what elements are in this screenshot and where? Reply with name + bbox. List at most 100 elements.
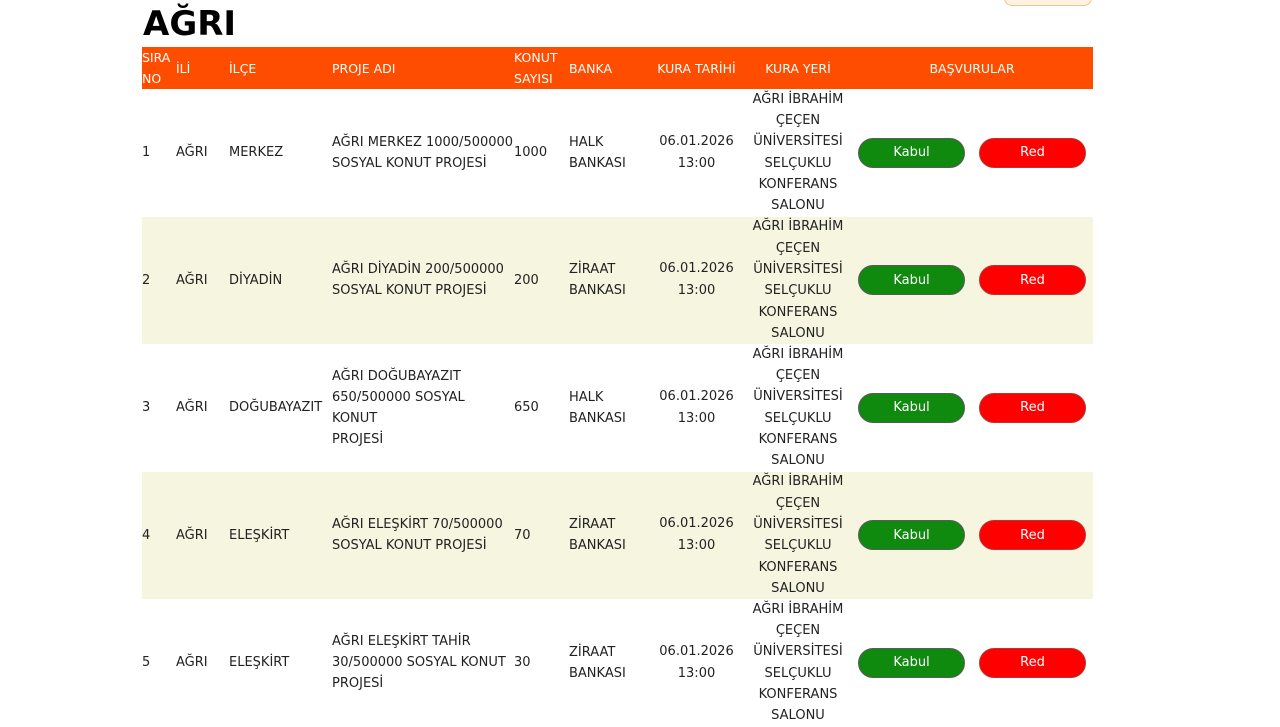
red-button[interactable]: Red [979, 137, 1086, 168]
cell-banka-line: BANKASI [569, 410, 626, 426]
cell-kura-tarihi-line: 13:00 [677, 665, 716, 681]
cell-kura-yeri-line: SELÇUKLU [764, 155, 832, 171]
cell-kura-yeri-line: KONFERANS [758, 687, 838, 703]
cell-banka-line: HALK [569, 134, 604, 150]
kabul-button[interactable]: Kabul [858, 265, 965, 296]
cell-kura-yeri-line: AĞRI İBRAHİM [752, 219, 844, 235]
cell-banka: ZİRAAT BANKASI [569, 514, 648, 556]
cell-kura-yeri-line: AĞRI İBRAHİM [752, 91, 844, 107]
cell-kura-yeri-line: ÇEÇEN [775, 623, 821, 639]
cell-proje-adi-line: AĞRI ELEŞKİRT TAHİR [332, 634, 471, 650]
cell-sira-no: 5 [142, 655, 151, 671]
cell-basvurular: Kabul Red [851, 137, 1093, 168]
cell-proje-adi: AĞRI ELEŞKİRT 70/500000 SOSYAL KONUT PROJ… [332, 514, 514, 556]
cell-banka: HALK BANKASI [569, 387, 648, 429]
red-button[interactable]: Red [979, 647, 1086, 678]
cell-kura-tarihi: 06.01.2026 13:00 [648, 641, 745, 685]
cell-ilce: DİYADİN [229, 272, 283, 288]
project-table: SIRA NO İLİ İLÇE PROJE ADI KONUT SAYISI … [142, 47, 1093, 727]
cell-banka-line: HALK [569, 389, 604, 405]
red-button[interactable]: Red [979, 265, 1086, 296]
cell-proje-adi-line: AĞRI ELEŞKİRT 70/500000 [332, 517, 503, 533]
cell-sira-no: 3 [142, 400, 151, 416]
cell-ili: AĞRI [176, 400, 208, 416]
cell-konut-sayisi: 70 [514, 527, 531, 543]
kabul-button[interactable]: Kabul [858, 137, 965, 168]
cell-kura-tarihi: 06.01.2026 13:00 [648, 131, 745, 175]
kabul-button[interactable]: Kabul [858, 392, 965, 423]
cell-sira-no: 2 [142, 272, 151, 288]
kabul-button[interactable]: Kabul [858, 647, 965, 678]
cell-ili: AĞRI [176, 272, 208, 288]
cell-banka-line: BANKASI [569, 155, 626, 171]
kabul-button[interactable]: Kabul [858, 520, 965, 551]
header-konut-sayisi: KONUT SAYISI [514, 47, 569, 89]
table-row: 1 AĞRI MERKEZ AĞRI MERKEZ 1000/500000 SOSYAL… [142, 89, 1093, 217]
top-action-button[interactable] [1004, 0, 1092, 6]
red-button[interactable]: Red [979, 392, 1086, 423]
header-kura-yeri: KURA YERİ [765, 60, 831, 76]
cell-kura-yeri-line: ÇEÇEN [775, 240, 821, 256]
header-kura-tarihi: KURA TARİHİ [657, 60, 736, 76]
cell-basvurular: Kabul Red [851, 647, 1093, 678]
cell-kura-yeri-line: ÜNİVERSİTESİ [753, 644, 843, 660]
table-body: 1 AĞRI MERKEZ AĞRI MERKEZ 1000/500000 SOSYAL… [142, 89, 1093, 727]
table-row: 5 AĞRI ELEŞKİRT AĞRI ELEŞKİRT TAHİR 30/50000… [142, 599, 1093, 727]
cell-proje-adi: AĞRI DOĞUBAYAZIT 650/500000 SOSYAL KONUT P… [332, 366, 514, 450]
cell-kura-yeri: AĞRI İBRAHİM ÇEÇEN ÜNİVERSİTESİ SELÇUKLU KON… [745, 471, 851, 599]
cell-basvurular: Kabul Red [851, 265, 1093, 296]
table-row: 2 AĞRI DİYADİN AĞRI DİYADİN 200/500000 SOSYA… [142, 216, 1093, 344]
cell-konut-sayisi: 650 [514, 400, 539, 416]
cell-kura-yeri-line: SELÇUKLU [764, 283, 832, 299]
table-header: SIRA NO İLİ İLÇE PROJE ADI KONUT SAYISI … [142, 47, 1093, 89]
cell-kura-yeri-line: AĞRI İBRAHİM [752, 601, 844, 617]
red-button[interactable]: Red [979, 520, 1086, 551]
cell-ilce: ELEŞKİRT [229, 527, 290, 543]
cell-banka-line: BANKASI [569, 283, 626, 299]
cell-kura-yeri-line: ÇEÇEN [775, 495, 821, 511]
cell-kura-yeri-line: SALONU [771, 198, 825, 214]
cell-kura-yeri-line: SELÇUKLU [764, 665, 832, 681]
cell-kura-yeri: AĞRI İBRAHİM ÇEÇEN ÜNİVERSİTESİ SELÇUKLU KON… [745, 89, 851, 217]
cell-ili: AĞRI [176, 527, 208, 543]
cell-proje-adi-line: AĞRI DOĞUBAYAZIT [332, 368, 461, 384]
header-proje-adi: PROJE ADI [332, 60, 396, 76]
cell-basvurular: Kabul Red [851, 520, 1093, 551]
cell-kura-tarihi-line: 06.01.2026 [659, 261, 734, 277]
cell-banka-line: ZİRAAT [569, 517, 616, 533]
cell-proje-adi: AĞRI DİYADİN 200/500000 SOSYAL KONUT PROJ… [332, 259, 514, 301]
cell-kura-yeri-line: ÇEÇEN [775, 368, 821, 384]
cell-kura-yeri-line: ÜNİVERSİTESİ [753, 134, 843, 150]
cell-kura-tarihi-line: 13:00 [677, 155, 716, 171]
cell-kura-yeri-line: SALONU [771, 325, 825, 341]
header-konut-line1: KONUT [514, 50, 558, 65]
cell-kura-yeri-line: SALONU [771, 453, 825, 469]
cell-kura-yeri-line: ÜNİVERSİTESİ [753, 389, 843, 405]
cell-kura-tarihi-line: 13:00 [677, 538, 716, 554]
cell-konut-sayisi: 200 [514, 272, 539, 288]
cell-proje-adi-line: 650/500000 SOSYAL KONUT [332, 389, 465, 426]
cell-proje-adi: AĞRI ELEŞKİRT TAHİR 30/500000 SOSYAL KONU… [332, 631, 514, 694]
cell-proje-adi-line: SOSYAL KONUT PROJESİ [332, 283, 487, 299]
header-sira-line1: SIRA [142, 50, 171, 65]
cell-banka-line: BANKASI [569, 665, 626, 681]
header-konut-line2: SAYISI [514, 71, 553, 86]
cell-proje-adi: AĞRI MERKEZ 1000/500000 SOSYAL KONUT PROJ… [332, 132, 514, 174]
cell-kura-yeri-line: KONFERANS [758, 559, 838, 575]
cell-kura-yeri-line: SALONU [771, 580, 825, 596]
cell-kura-tarihi-line: 13:00 [677, 283, 716, 299]
header-ilce: İLÇE [229, 60, 257, 76]
cell-proje-adi-line: SOSYAL KONUT PROJESİ [332, 155, 487, 171]
cell-proje-adi-line: PROJESİ [332, 676, 384, 692]
cell-kura-yeri-line: AĞRI İBRAHİM [752, 346, 844, 362]
cell-kura-yeri-line: KONFERANS [758, 304, 838, 320]
header-ili: İLİ [176, 60, 191, 76]
cell-kura-yeri: AĞRI İBRAHİM ÇEÇEN ÜNİVERSİTESİ SELÇUKLU KON… [745, 216, 851, 344]
header-sira-line2: NO [142, 71, 162, 86]
cell-kura-tarihi-line: 13:00 [677, 410, 716, 426]
cell-kura-yeri-line: SALONU [771, 708, 825, 724]
cell-konut-sayisi: 1000 [514, 145, 548, 161]
cell-kura-tarihi-line: 06.01.2026 [659, 643, 734, 659]
cell-kura-tarihi-line: 06.01.2026 [659, 133, 734, 149]
cell-kura-yeri-line: ÜNİVERSİTESİ [753, 261, 843, 277]
